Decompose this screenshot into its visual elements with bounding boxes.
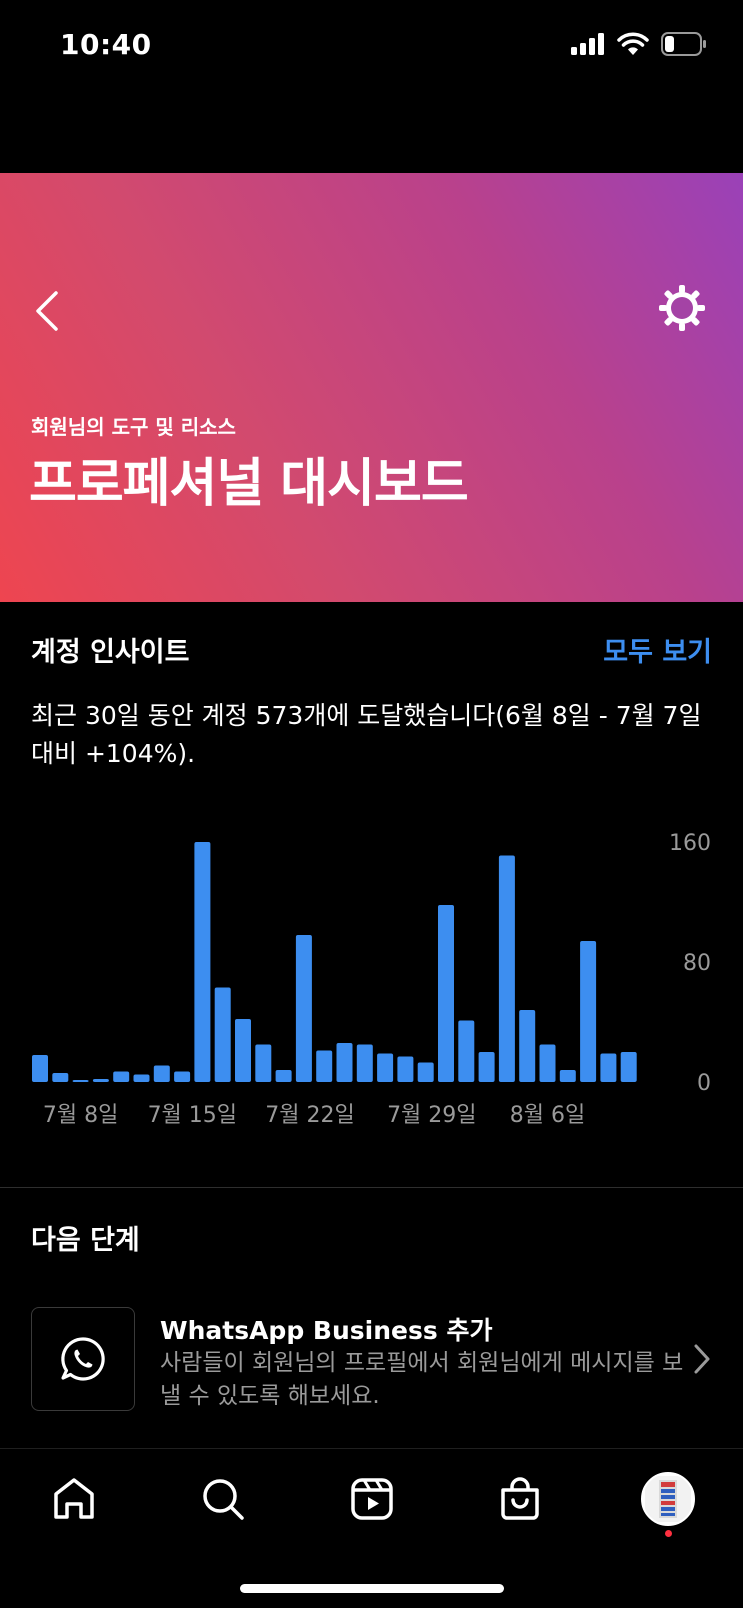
- tab-profile[interactable]: [638, 1469, 698, 1529]
- chart-bar: [377, 1053, 394, 1082]
- chart-bar: [255, 1044, 272, 1082]
- gear-icon: [659, 285, 705, 331]
- status-icons: [571, 32, 707, 56]
- whatsapp-business-step[interactable]: WhatsApp Business 추가 사람들이 회원님의 프로필에서 회원님…: [31, 1307, 721, 1414]
- tabbar-divider: [0, 1448, 743, 1449]
- chart-bar: [316, 1050, 333, 1082]
- tab-reels[interactable]: [342, 1469, 402, 1529]
- chart-bar: [519, 1010, 536, 1082]
- chart-bar: [295, 935, 312, 1082]
- shop-icon: [501, 1477, 539, 1520]
- whatsapp-icon: [61, 1337, 105, 1381]
- see-all-link[interactable]: 모두 보기: [603, 637, 712, 668]
- insights-title: 계정 인사이트: [31, 637, 190, 668]
- chart-bar: [600, 1053, 617, 1082]
- x-tick-label: 8월 6일: [510, 1103, 585, 1128]
- chart-bar: [52, 1073, 69, 1082]
- search-icon: [203, 1479, 244, 1520]
- profile-avatar-icon: [645, 1476, 691, 1522]
- settings-button[interactable]: [657, 283, 707, 333]
- tab-home[interactable]: [44, 1469, 104, 1529]
- section-divider: [0, 1187, 743, 1188]
- back-button[interactable]: [26, 281, 68, 341]
- wifi-icon: [617, 32, 649, 55]
- page-title: 프로페셔널 대시보드: [29, 454, 469, 514]
- chart-bar: [32, 1055, 48, 1082]
- dashboard-header: 회원님의 도구 및 리소스 프로페셔널 대시보드: [0, 173, 743, 602]
- x-tick-label: 7월 8일: [43, 1103, 118, 1128]
- tab-search[interactable]: [193, 1469, 253, 1529]
- home-indicator: [240, 1584, 504, 1593]
- chart-bar: [336, 1043, 353, 1082]
- chart-bar: [498, 855, 515, 1082]
- chart-bar: [580, 941, 597, 1082]
- insights-description: 최근 30일 동안 계정 573개에 도달했습니다(6월 8일 - 7월 7일 …: [31, 701, 702, 768]
- chart-bar: [478, 1052, 495, 1082]
- x-tick-label: 7월 22일: [265, 1103, 354, 1128]
- chevron-right-icon: [694, 1344, 710, 1374]
- chart-bar: [133, 1074, 150, 1082]
- chart-bar: [72, 1080, 89, 1082]
- signal-icon: [571, 33, 604, 55]
- x-tick-label: 7월 15일: [148, 1103, 237, 1128]
- chart-bar: [153, 1065, 170, 1082]
- reels-icon: [351, 1478, 393, 1520]
- chart-bar: [214, 987, 231, 1082]
- tab-shop[interactable]: [490, 1469, 550, 1529]
- step-description: 사람들이 회원님의 프로필에서 회원님에게 메시지를 보낼 수 있도록 해보세요…: [160, 1350, 684, 1409]
- chart-bar: [458, 1020, 475, 1082]
- chart-bar: [397, 1056, 414, 1082]
- chart-bar: [113, 1071, 130, 1082]
- chart-bar: [92, 1079, 109, 1082]
- reach-bar-chart: 160 80 0 7월 8일 7월 15일 7월 22일 7월 29일 8월 6일: [32, 831, 711, 1128]
- chart-bar: [275, 1070, 292, 1082]
- chart-bar: [235, 1019, 251, 1082]
- chart-bar: [539, 1044, 556, 1082]
- battery-icon: [661, 32, 706, 56]
- chart-bar: [620, 1052, 637, 1082]
- chart-bar: [174, 1071, 191, 1082]
- y-tick-label: 80: [683, 951, 711, 976]
- next-steps-title: 다음 단계: [31, 1225, 140, 1256]
- y-tick-label: 160: [669, 831, 711, 856]
- step-icon-box: [31, 1307, 135, 1411]
- y-tick-label: 0: [697, 1071, 711, 1096]
- status-time: 10:40: [60, 28, 152, 61]
- home-icon: [54, 1478, 94, 1519]
- header-subtitle: 회원님의 도구 및 리소스: [31, 415, 236, 439]
- chart-bar: [559, 1070, 576, 1082]
- notification-dot: [665, 1530, 672, 1537]
- x-tick-label: 7월 29일: [387, 1103, 476, 1128]
- tab-bar: [0, 1449, 743, 1549]
- avatar: [641, 1472, 695, 1526]
- chart-bar: [194, 842, 211, 1082]
- chart-bar: [356, 1044, 373, 1082]
- chart-bar: [438, 905, 454, 1082]
- chart-bar: [417, 1062, 434, 1082]
- status-bar: 10:40: [0, 0, 743, 100]
- step-title: WhatsApp Business 추가: [160, 1316, 493, 1345]
- chevron-left-icon: [36, 291, 58, 331]
